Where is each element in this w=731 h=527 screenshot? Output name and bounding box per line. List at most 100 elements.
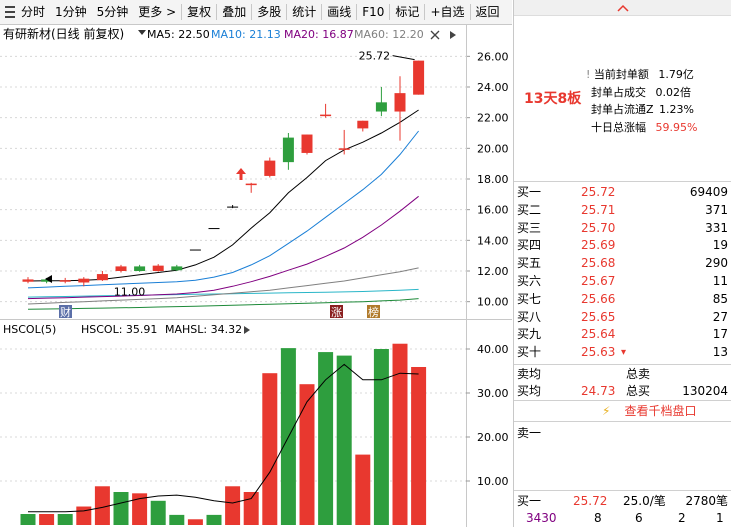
triangle-down-icon[interactable] <box>138 30 146 35</box>
hscol-label: HSCOL: 35.91 <box>81 323 157 336</box>
indicator-bar <box>187 519 203 525</box>
tab-5min[interactable]: 5分钟 <box>96 4 129 19</box>
candle[interactable] <box>357 120 369 132</box>
order-book-row[interactable]: 买六 25.67 11 <box>514 273 731 290</box>
indicator-bar <box>206 514 222 525</box>
divider <box>514 181 731 182</box>
candle-body <box>245 183 257 186</box>
candle[interactable] <box>301 134 313 155</box>
menu-icon[interactable] <box>0 0 16 25</box>
close-icon[interactable] <box>430 30 440 40</box>
add-watchlist-button[interactable]: +自选 <box>430 4 465 19</box>
order-book-volume: 13 <box>712 345 728 360</box>
toolbar-divider <box>286 4 288 20</box>
limit-up-marker-box[interactable] <box>330 305 343 318</box>
candle[interactable] <box>59 277 71 284</box>
back-button[interactable]: 返回 <box>475 4 500 19</box>
seal-amount-row: ! 当前封单额 1.79亿 <box>586 66 694 82</box>
chevron-up-icon[interactable] <box>616 4 629 12</box>
order-book-volume: 27 <box>712 309 728 324</box>
seal-ratio-label: 封单占成交 <box>591 86 646 99</box>
candle[interactable] <box>320 103 332 118</box>
order-book-price: 25.71 <box>581 202 616 217</box>
candle[interactable] <box>78 277 90 287</box>
order-book-level: 买五 <box>517 256 542 271</box>
order-book-row[interactable]: 买五 25.68 290 <box>514 255 731 272</box>
candle[interactable] <box>189 249 201 251</box>
order-book-price: 25.63 <box>581 345 616 360</box>
trade-volume: 2780笔 <box>685 494 728 508</box>
candle[interactable] <box>208 228 220 230</box>
total-sell-label: 总卖 <box>626 367 651 381</box>
candles <box>22 60 425 287</box>
order-book-row[interactable]: 买七 25.66 85 <box>514 291 731 308</box>
order-book-level: 买二 <box>517 202 542 217</box>
order-book-price: 25.67 <box>581 274 616 288</box>
f10-button[interactable]: F10 <box>362 4 385 19</box>
queue-number: 6 <box>635 511 643 525</box>
seal-amount-value: 1.79亿 <box>658 68 694 81</box>
candle[interactable] <box>264 157 276 178</box>
order-book-row[interactable]: 买一 25.72 69409 <box>514 184 731 201</box>
indicator-bar <box>150 500 166 525</box>
indicator-bar <box>299 384 315 525</box>
candle[interactable] <box>413 60 425 95</box>
collapse-bar[interactable] <box>514 0 731 16</box>
price-tick-label: 26.00 <box>477 50 509 63</box>
order-book-row[interactable]: 买九 25.64 17 <box>514 326 731 343</box>
candle[interactable] <box>375 87 387 117</box>
financial-marker-box[interactable] <box>59 305 72 318</box>
low-price-label: 11.00 <box>114 285 146 298</box>
indicator-bar <box>169 514 185 525</box>
triangle-right-icon[interactable] <box>450 31 456 39</box>
indicator-bar <box>262 373 278 525</box>
candle[interactable] <box>152 264 164 272</box>
candle[interactable] <box>282 133 294 170</box>
candle[interactable] <box>227 205 239 209</box>
more-periods-button[interactable]: 更多 > <box>138 4 177 19</box>
candle[interactable] <box>96 271 108 281</box>
order-book-row[interactable]: 买二 25.71 371 <box>514 202 731 219</box>
candle[interactable] <box>394 76 406 141</box>
order-book-row[interactable]: 买十 25.63 13 ▾ <box>514 344 731 361</box>
order-book-row[interactable]: 买八 25.65 27 <box>514 309 731 326</box>
ma60-line <box>27 267 419 305</box>
adjust-button[interactable]: 复权 <box>187 4 212 19</box>
draw-line-button[interactable]: 画线 <box>327 4 352 19</box>
candle-body <box>264 160 276 176</box>
order-book-volume: 331 <box>705 220 728 235</box>
indicator-title: HSCOL(5) <box>3 323 56 336</box>
view-depth-link[interactable]: ⚡ 查看千档盘口 <box>602 402 696 419</box>
candle[interactable] <box>115 264 127 273</box>
indicator-bar <box>243 492 259 525</box>
candle[interactable] <box>22 277 34 284</box>
indicator-line <box>28 363 419 513</box>
price-tick-label: 24.00 <box>477 81 509 94</box>
triangle-right-icon[interactable] <box>244 326 250 334</box>
order-book-row[interactable]: 买四 25.69 19 <box>514 237 731 254</box>
kline-chart[interactable]: 有研新材(日线 前复权) MA5: 22.50 MA10: 21.13 MA20… <box>0 25 512 527</box>
ten-day-gain-value: 59.95% <box>655 121 698 134</box>
candle[interactable] <box>338 129 350 155</box>
ma-lines <box>27 109 419 310</box>
order-book-volume: 19 <box>712 238 728 253</box>
statistics-button[interactable]: 统计 <box>292 4 317 19</box>
candle[interactable] <box>245 182 257 193</box>
ranking-marker-box[interactable] <box>367 305 380 318</box>
seal-float-value: 1.23% <box>659 103 694 116</box>
candle[interactable] <box>134 264 146 272</box>
tab-1min[interactable]: 1分钟 <box>55 4 87 19</box>
tab-timeshare[interactable]: 分时 <box>21 4 46 19</box>
trade-row: 买一 25.72 25.0/笔 2780笔 <box>514 493 731 510</box>
candle[interactable] <box>171 264 183 271</box>
order-book-price: 25.68 <box>581 256 616 271</box>
indicator-bar <box>76 506 92 525</box>
total-buy-value: 130204 <box>682 384 728 398</box>
indicator-bars <box>20 343 427 525</box>
order-book-row[interactable]: 买三 25.70 331 <box>514 220 731 237</box>
mark-button[interactable]: 标记 <box>395 4 420 19</box>
overlay-button[interactable]: 叠加 <box>222 4 247 19</box>
sell-avg-label: 卖均 <box>517 367 542 381</box>
multi-stock-button[interactable]: 多股 <box>257 4 282 19</box>
indicator-bar <box>336 355 352 525</box>
